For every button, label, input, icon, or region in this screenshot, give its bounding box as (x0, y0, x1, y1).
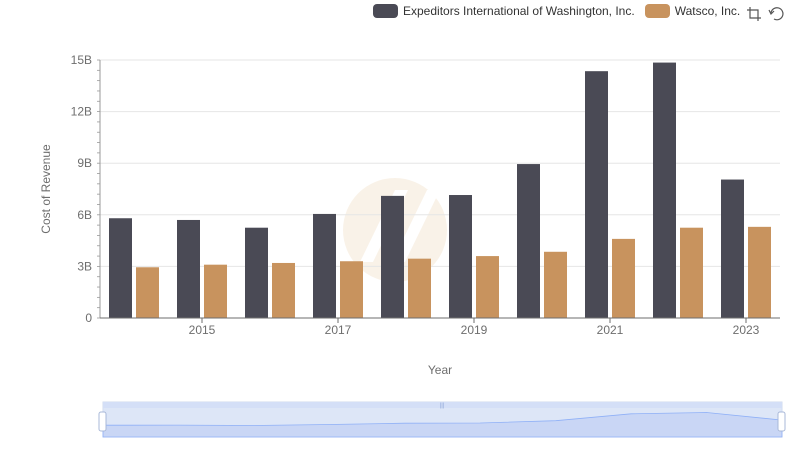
y-tick-label: 0 (85, 311, 92, 325)
bar-watsco-2018[interactable] (408, 258, 431, 318)
bar-watsco-2016[interactable] (272, 262, 295, 318)
bar-watsco-2022[interactable] (680, 227, 703, 318)
legend-swatch-expeditors (373, 4, 398, 18)
y-tick-label: 15B (71, 53, 92, 67)
y-tick-label: 6B (77, 208, 92, 222)
y-tick-label: 9B (77, 156, 92, 170)
slider-top-bar[interactable] (103, 402, 782, 408)
bar-watsco-2014[interactable] (136, 267, 159, 318)
y-tick-label: 12B (71, 105, 92, 119)
slider-handle-left[interactable] (98, 411, 107, 432)
y-axis-title: Cost of Revenue (39, 144, 53, 234)
legend-item-watsco[interactable]: Watsco, Inc. (644, 4, 741, 18)
data-zoom-slider[interactable]: ||| (98, 401, 786, 438)
bar-watsco-2015[interactable] (204, 264, 227, 318)
bar-expeditors-2021[interactable] (585, 71, 608, 319)
bar-expeditors-2020[interactable] (517, 164, 540, 318)
slider-grip-icon[interactable]: ||| (440, 403, 445, 409)
bar-watsco-2019[interactable] (476, 256, 499, 318)
bar-expeditors-2022[interactable] (653, 62, 676, 318)
restore-icon[interactable] (768, 6, 784, 22)
legend: Expeditors International of Washington, … (373, 4, 750, 18)
zoom-icon[interactable] (746, 6, 762, 22)
legend-item-expeditors[interactable]: Expeditors International of Washington, … (373, 4, 635, 18)
bar-watsco-2017[interactable] (340, 261, 363, 318)
bar-expeditors-2016[interactable] (245, 227, 268, 318)
y-tick-label: 3B (77, 259, 92, 273)
bar-expeditors-2015[interactable] (177, 219, 200, 318)
bar-watsco-2020[interactable] (544, 251, 567, 318)
legend-swatch-watsco (644, 4, 670, 18)
bar-expeditors-2019[interactable] (449, 195, 472, 318)
x-tick-label: 2015 (189, 323, 216, 337)
x-tick-label: 2023 (733, 323, 760, 337)
bar-expeditors-2014[interactable] (109, 218, 132, 318)
x-axis-title: Year (428, 363, 452, 377)
bar-expeditors-2017[interactable] (313, 213, 336, 318)
x-tick-label: 2021 (597, 323, 624, 337)
legend-label-watsco: Watsco, Inc. (674, 4, 741, 18)
bar-expeditors-2018[interactable] (381, 195, 404, 318)
slider-handle-right[interactable] (777, 411, 786, 432)
toolbox (746, 6, 790, 22)
legend-label-expeditors: Expeditors International of Washington, … (403, 4, 635, 18)
bar-watsco-2021[interactable] (612, 238, 635, 318)
bar-expeditors-2023[interactable] (721, 179, 744, 318)
x-tick-label: 2019 (461, 323, 488, 337)
bar-watsco-2023[interactable] (748, 226, 771, 318)
x-tick-label: 2017 (325, 323, 352, 337)
